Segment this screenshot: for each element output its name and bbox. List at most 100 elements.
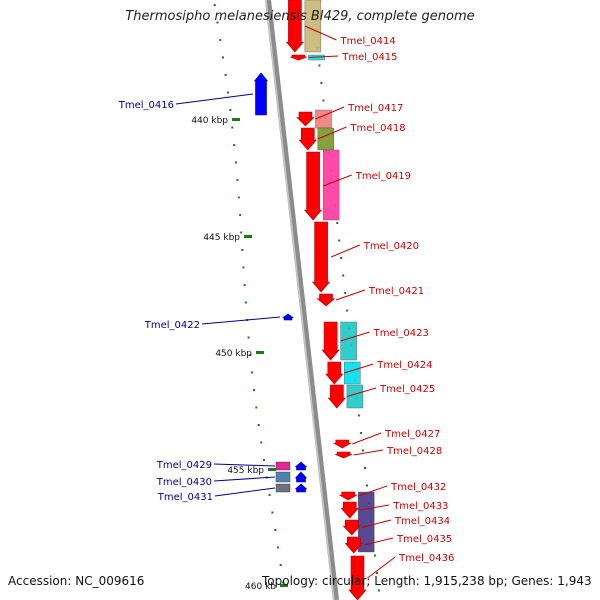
forward-gene-label: Tmel_0421 — [368, 286, 424, 297]
tick-mark — [240, 231, 243, 234]
gene-label-leader — [346, 387, 377, 397]
tick-mark — [364, 467, 366, 469]
gene-labels: Tmel_0414 Tmel_0415 Tmel_0417 Tmel_0418 Tmel… — [118, 25, 454, 579]
forward-gene-label: Tmel_0418 — [349, 123, 405, 134]
forward-gene-arrow — [298, 127, 317, 151]
scale-label: 455 kbp — [227, 466, 264, 476]
tick-mark — [360, 432, 363, 434]
reverse-gene-label: Tmel_0431 — [157, 492, 213, 503]
gene-label-leader — [358, 485, 388, 497]
scale-tick — [280, 584, 288, 587]
tick-mark — [282, 581, 285, 584]
gene-label-leader — [335, 289, 366, 301]
cog-color-bar — [275, 483, 291, 493]
tick-mark — [322, 99, 325, 102]
forward-gene-label: Tmel_0414 — [340, 36, 396, 47]
forward-gene-arrow — [325, 361, 344, 385]
tick-mark — [233, 144, 236, 146]
tick-mark — [236, 179, 239, 181]
forward-gene-arrow — [342, 519, 361, 536]
tick-mark — [249, 354, 252, 356]
tick-mark — [268, 494, 271, 496]
tick-mark — [222, 56, 224, 59]
cog-color-bar — [275, 461, 291, 471]
tick-mark — [242, 266, 245, 269]
tick-mark — [260, 441, 263, 444]
tick-mark — [377, 589, 380, 592]
gene-label-leader — [201, 316, 281, 325]
cog-color-bar — [344, 361, 361, 385]
tick-mark — [340, 257, 343, 259]
forward-gene-label: Tmel_0436 — [398, 553, 454, 564]
gene-label-leader — [213, 476, 276, 482]
gene-label-leader — [175, 93, 254, 105]
forward-gene-label: Tmel_0428 — [386, 446, 442, 457]
tick-mark — [243, 284, 246, 286]
tick-mark — [362, 449, 364, 452]
forward-gene-label: Tmel_0433 — [392, 501, 448, 512]
forward-gene-arrow — [289, 54, 308, 61]
scale-labels: 440 kbp 445 kbp 450 kbp 455 kbp 460 kb — [191, 116, 288, 592]
gene-label-leader — [344, 363, 374, 374]
tick-mark — [262, 459, 265, 461]
genome-backbone-highlight — [265, 0, 335, 600]
forward-gene-label: Tmel_0419 — [355, 171, 411, 182]
forward-gene-label: Tmel_0424 — [376, 360, 432, 371]
tick-mark — [271, 511, 274, 514]
gene-label-leader — [361, 519, 392, 528]
gene-label-leader — [308, 55, 339, 58]
tick-mark — [373, 554, 376, 557]
scale-tick — [256, 351, 264, 354]
reverse-gene-arrow — [294, 483, 308, 493]
forward-gene-arrow — [311, 221, 331, 293]
tick-mark — [227, 91, 229, 94]
cog-color-bar — [322, 149, 340, 221]
cog-color-bar — [346, 384, 364, 409]
scale-tick — [244, 235, 252, 238]
genome-backbone — [265, 0, 339, 600]
gene-label-leader — [367, 556, 396, 579]
cog-color-bar — [317, 127, 334, 151]
cog-color-bar — [340, 321, 357, 361]
tick-mark — [342, 274, 345, 277]
gene-label-leader — [330, 244, 360, 258]
forward-gene-arrow — [348, 555, 367, 600]
tick-mark — [247, 336, 250, 339]
reverse-gene-label: Tmel_0430 — [156, 477, 212, 488]
gene-label-leader — [363, 537, 394, 546]
forward-gene-arrow — [303, 151, 323, 221]
tick-mark — [318, 64, 321, 67]
gene-label-leader — [352, 432, 382, 445]
reverse-gene-arrow — [294, 461, 308, 471]
tick-mark — [231, 126, 234, 129]
tick-mark — [277, 546, 279, 549]
tick-mark — [229, 109, 232, 111]
forward-gene-arrow — [332, 439, 352, 449]
tick-mark — [213, 4, 216, 6]
tick-mark — [346, 309, 349, 312]
reverse-gene-arrow — [294, 471, 308, 483]
forward-gene-label: Tmel_0427 — [384, 429, 440, 440]
reverse-gene-label: Tmel_0429 — [156, 460, 212, 471]
forward-gene-label: Tmel_0417 — [347, 103, 403, 114]
gene-label-leader — [213, 463, 276, 467]
forward-gene-arrow — [327, 384, 347, 409]
gene-label-leader — [304, 25, 337, 41]
cog-bars — [275, 0, 375, 553]
gene-label-leader — [359, 504, 390, 511]
tick-mark — [375, 572, 378, 574]
forward-gene-label: Tmel_0415 — [341, 52, 397, 63]
scale-tick — [268, 468, 276, 471]
tick-mark — [255, 406, 258, 409]
tick-mark — [338, 239, 341, 242]
tick-mark — [344, 292, 347, 294]
forward-gene-label: Tmel_0423 — [373, 328, 429, 339]
scale-label: 445 kbp — [203, 233, 240, 243]
forward-gene-arrow — [338, 491, 358, 501]
tick-mark — [320, 82, 323, 84]
forward-gene-arrow — [296, 111, 315, 127]
scale-label: 450 kbp — [215, 349, 252, 359]
map-title: Thermosipho melanesiensis BI429, complet… — [125, 9, 475, 24]
forward-gene-arrow — [340, 501, 359, 519]
